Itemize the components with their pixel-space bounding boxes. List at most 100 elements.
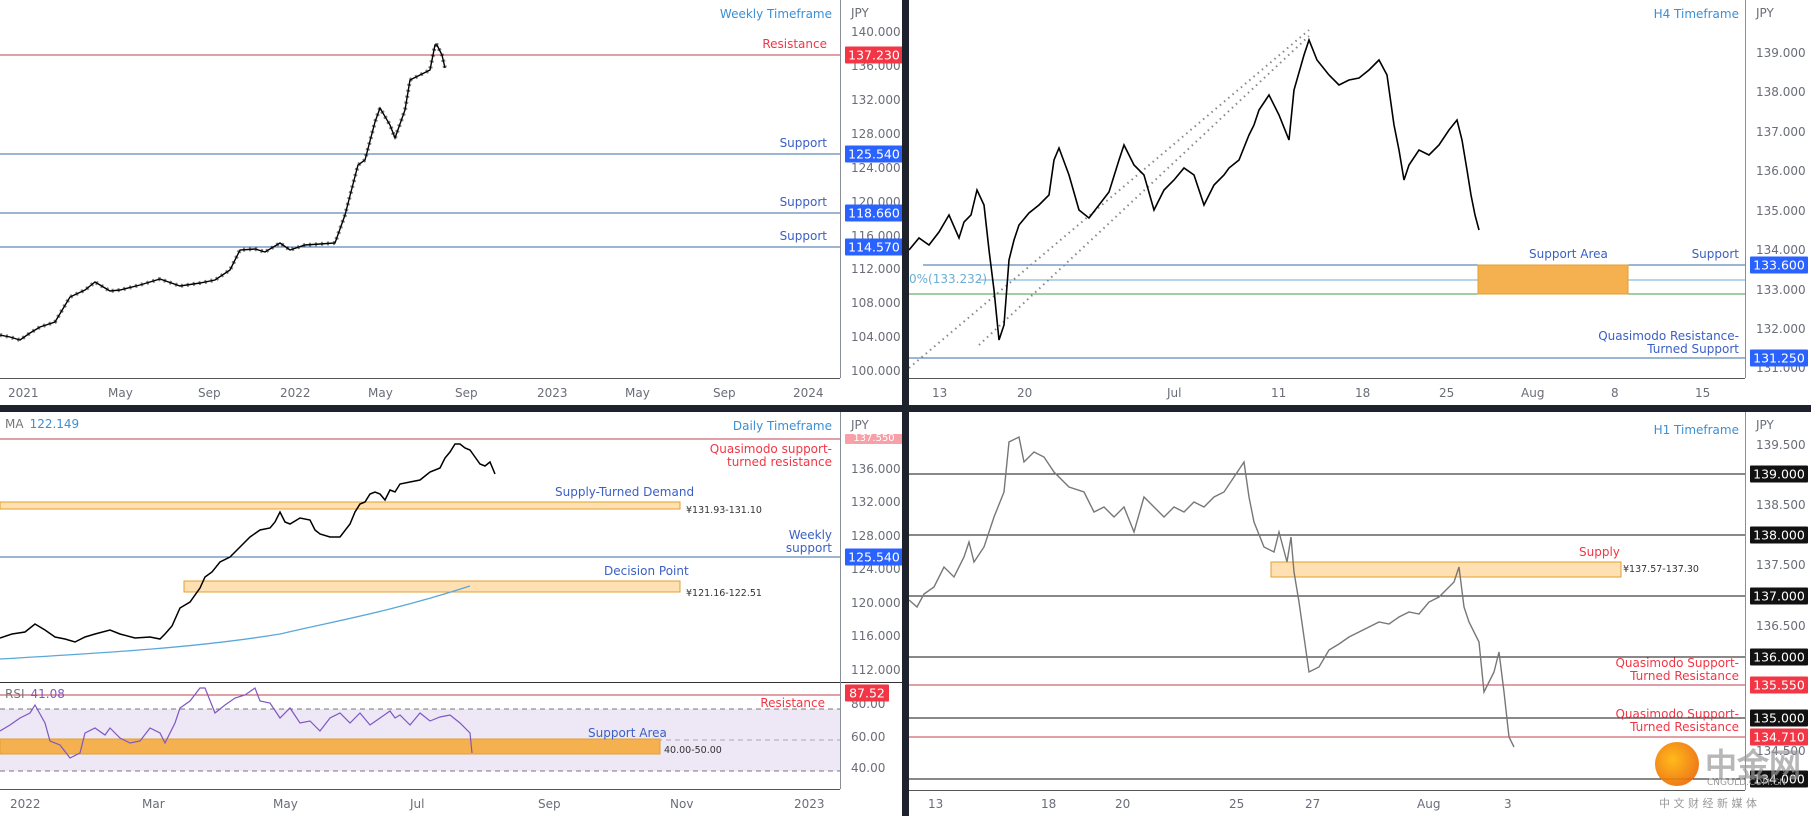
watermark-domain: CNGOLD.COM.CN <box>1707 778 1786 788</box>
x-tick: Jul <box>410 797 425 811</box>
h1-qm-resistance-label-1: Quasimodo Support- Turned Resistance <box>1615 656 1739 683</box>
y-tick: 140.000 <box>851 25 901 39</box>
y-tick: 139.500 <box>1756 438 1806 452</box>
rsi-resistance-price-tag: 87.52 <box>845 684 889 702</box>
daily-unit-label: JPY <box>851 418 869 432</box>
x-tick: 13 <box>932 386 948 400</box>
y-tick: 134.500 <box>1756 744 1806 758</box>
h1-level-tag: 137.000 <box>1750 587 1808 605</box>
daily-time-axis[interactable]: 2022 Mar May Jul Sep Nov 2023 <box>0 789 840 816</box>
rsi-plot[interactable] <box>0 683 840 790</box>
h1-unit-label: JPY <box>1756 418 1774 432</box>
daily-chart-panel[interactable]: MA 122.149 Daily Timeframe Quasimodo supp… <box>0 412 902 816</box>
h1-level-tag: 136.000 <box>1750 648 1808 666</box>
rsi-support-area-label: Support Area <box>588 726 667 740</box>
daily-price-axis[interactable]: JPY 137.550 136.000 132.000 128.000 124.… <box>840 412 902 789</box>
h1-title: H1 Timeframe <box>1653 423 1739 437</box>
x-tick: 15 <box>1695 386 1711 400</box>
h4-chart-panel[interactable]: H4 Timeframe 0%(133.232) Support Area Su… <box>909 0 1811 405</box>
h4-price-axis[interactable]: JPY 139.000 138.000 137.000 136.000 135.… <box>1745 0 1811 378</box>
h1-qm-price-tag-2: 134.710 <box>1750 728 1808 746</box>
h1-qm-resistance-label-2: Quasimodo Support- Turned Resistance <box>1615 707 1739 734</box>
weekly-price-axis[interactable]: JPY 140.000 136.000 132.000 128.000 124.… <box>840 0 902 378</box>
h1-level-tag: 138.000 <box>1750 526 1808 544</box>
x-tick: 2024 <box>793 386 824 400</box>
weekly-support-price-tag-3: 114.570 <box>845 238 902 256</box>
rsi-support-range: 40.00-50.00 <box>664 745 722 756</box>
x-tick: 2023 <box>794 797 825 811</box>
ma-legend-value: 122.149 <box>29 417 80 431</box>
weekly-resistance-label: Resistance <box>762 37 827 51</box>
watermark-brand: 中金网 <box>1705 746 1802 784</box>
y-tick: 40.00 <box>851 761 886 775</box>
y-tick: 124.000 <box>851 562 901 576</box>
daily-qm-price-tag: 137.550 <box>845 434 902 444</box>
h1-level-tag: 135.000 <box>1750 709 1808 727</box>
rsi-subpanel[interactable]: RSI 41.08 Resistance Support Area 40.00-5… <box>0 682 840 790</box>
watermark-logo-icon <box>1655 742 1699 786</box>
weekly-unit-label: JPY <box>851 6 869 20</box>
daily-weekly-support-price-tag: 125.540 <box>845 548 902 566</box>
weekly-support-price-tag-2: 118.660 <box>845 204 902 222</box>
x-tick: Sep <box>455 386 478 400</box>
weekly-support-label-3: Support <box>779 229 827 243</box>
h4-support-price-tag: 133.600 <box>1750 256 1808 274</box>
x-tick: Sep <box>198 386 221 400</box>
x-tick: 20 <box>1017 386 1033 400</box>
x-tick: 2023 <box>537 386 568 400</box>
decision-point-label: Decision Point <box>604 564 689 578</box>
x-tick: 2022 <box>280 386 311 400</box>
y-tick: 138.500 <box>1756 498 1806 512</box>
x-tick: Nov <box>670 797 694 811</box>
y-tick: 128.000 <box>851 127 901 141</box>
weekly-chart-panel[interactable]: Weekly Timeframe Resistance Support Supp… <box>0 0 902 405</box>
weekly-support-price-tag-1: 125.540 <box>845 145 902 163</box>
h1-supply-label: Supply <box>1579 545 1620 559</box>
y-tick: 100.000 <box>851 364 901 378</box>
weekly-time-axis[interactable]: 2021 May Sep 2022 May Sep 2023 May Sep 2… <box>0 378 840 405</box>
h4-qm-support-label: Quasimodo Resistance- Turned Support <box>1598 329 1739 356</box>
h1-level-tag: 134.000 <box>1750 770 1808 788</box>
weekly-price-plot[interactable] <box>0 0 840 378</box>
x-tick: 3 <box>1504 797 1512 811</box>
h4-title: H4 Timeframe <box>1653 7 1739 21</box>
x-tick: 13 <box>928 797 944 811</box>
x-tick: 25 <box>1229 797 1245 811</box>
weekly-support-label-2: Support <box>779 195 827 209</box>
h1-time-axis[interactable]: 13 18 20 25 27 Aug 3 <box>909 790 1745 816</box>
weekly-support-label-1: Support <box>779 136 827 150</box>
h4-price-plot[interactable] <box>909 0 1745 378</box>
x-tick: May <box>108 386 133 400</box>
h4-support-label: Support <box>1691 247 1739 261</box>
h4-qm-support-price-tag: 131.250 <box>1750 349 1808 367</box>
weekly-resistance-price-tag: 137.230 <box>845 46 902 64</box>
x-tick: 18 <box>1041 797 1057 811</box>
y-tick: 135.000 <box>1756 204 1806 218</box>
y-tick: 112.000 <box>851 262 901 276</box>
x-tick: 27 <box>1305 797 1321 811</box>
rsi-legend: RSI 41.08 <box>5 687 65 701</box>
h1-price-axis[interactable]: JPY 139.500 139.000 138.500 138.000 137.… <box>1745 412 1811 790</box>
y-tick: 139.000 <box>1756 46 1806 60</box>
h4-unit-label: JPY <box>1756 6 1774 20</box>
daily-price-plot[interactable] <box>0 412 840 682</box>
h1-qm-price-tag-1: 135.550 <box>1750 676 1808 694</box>
x-tick: Jul <box>1167 386 1182 400</box>
rsi-legend-value: 41.08 <box>30 687 65 701</box>
y-tick: 137.000 <box>1756 125 1806 139</box>
daily-title: Daily Timeframe <box>732 419 832 433</box>
h1-supply-range: ¥137.57-137.30 <box>1623 564 1699 575</box>
h1-price-plot[interactable] <box>909 412 1745 790</box>
x-tick: 20 <box>1115 797 1131 811</box>
rsi-resistance-label: Resistance <box>760 696 825 710</box>
x-tick: Aug <box>1417 797 1441 811</box>
x-tick: Sep <box>538 797 561 811</box>
h1-level-tag: 139.000 <box>1750 465 1808 483</box>
x-tick: 25 <box>1439 386 1455 400</box>
y-tick: 136.500 <box>1756 619 1806 633</box>
daily-qm-resistance-label: Quasimodo support- turned resistance <box>709 442 832 469</box>
y-tick: 112.000 <box>851 663 901 677</box>
h4-support-area-label: Support Area <box>1529 247 1608 261</box>
h4-time-axis[interactable]: 13 20 Jul 11 18 25 Aug 8 15 <box>909 378 1745 405</box>
y-tick: 120.000 <box>851 596 901 610</box>
